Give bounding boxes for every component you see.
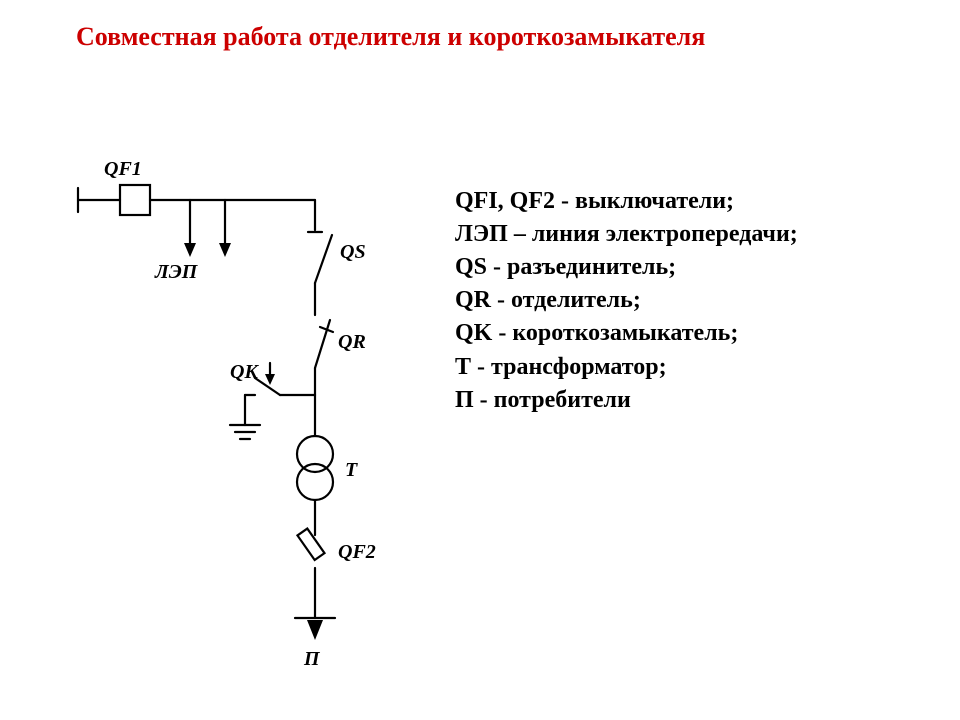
legend: QFI, QF2 - выключатели; ЛЭП – линия элек… — [455, 185, 798, 417]
legend-term: Т — [455, 354, 471, 380]
legend-desc: - потребители — [474, 387, 631, 413]
label-lep: ЛЭП — [154, 261, 199, 283]
legend-line-qs: QS - разъединитель; — [455, 251, 798, 284]
legend-desc: - выключатели; — [555, 188, 734, 214]
label-qk: QK — [230, 361, 259, 383]
legend-line-qf: QFI, QF2 - выключатели; — [455, 185, 798, 218]
legend-line-lep: ЛЭП – линия электропередачи; — [455, 218, 798, 251]
legend-term: QK — [455, 320, 492, 346]
legend-desc: - отделитель; — [491, 287, 641, 313]
label-qf1: QF1 — [104, 158, 142, 180]
legend-term: П — [455, 387, 474, 413]
legend-desc: - разъединитель; — [487, 254, 676, 280]
legend-term: QS — [455, 254, 487, 280]
legend-term: QFI, QF2 — [455, 188, 555, 214]
label-qf2: QF2 — [338, 541, 376, 563]
label-p: П — [303, 648, 321, 670]
legend-line-qk: QK - короткозамыкатель; — [455, 317, 798, 350]
label-qr: QR — [338, 331, 366, 353]
legend-line-t: Т - трансформатор; — [455, 351, 798, 384]
schematic-diagram: QF1 ЛЭП QS QR QK T QF2 П — [60, 120, 400, 690]
page-title: Совместная работа отделителя и короткоза… — [76, 22, 705, 52]
label-qs: QS — [340, 241, 366, 263]
legend-line-qr: QR - отделитель; — [455, 284, 798, 317]
legend-term: ЛЭП — [455, 221, 508, 247]
legend-desc: - трансформатор; — [471, 354, 667, 380]
legend-line-p: П - потребители — [455, 384, 798, 417]
legend-desc: - короткозамыкатель; — [492, 320, 738, 346]
legend-desc: – линия электропередачи; — [508, 221, 798, 247]
legend-term: QR — [455, 287, 491, 313]
label-t: T — [345, 459, 358, 481]
